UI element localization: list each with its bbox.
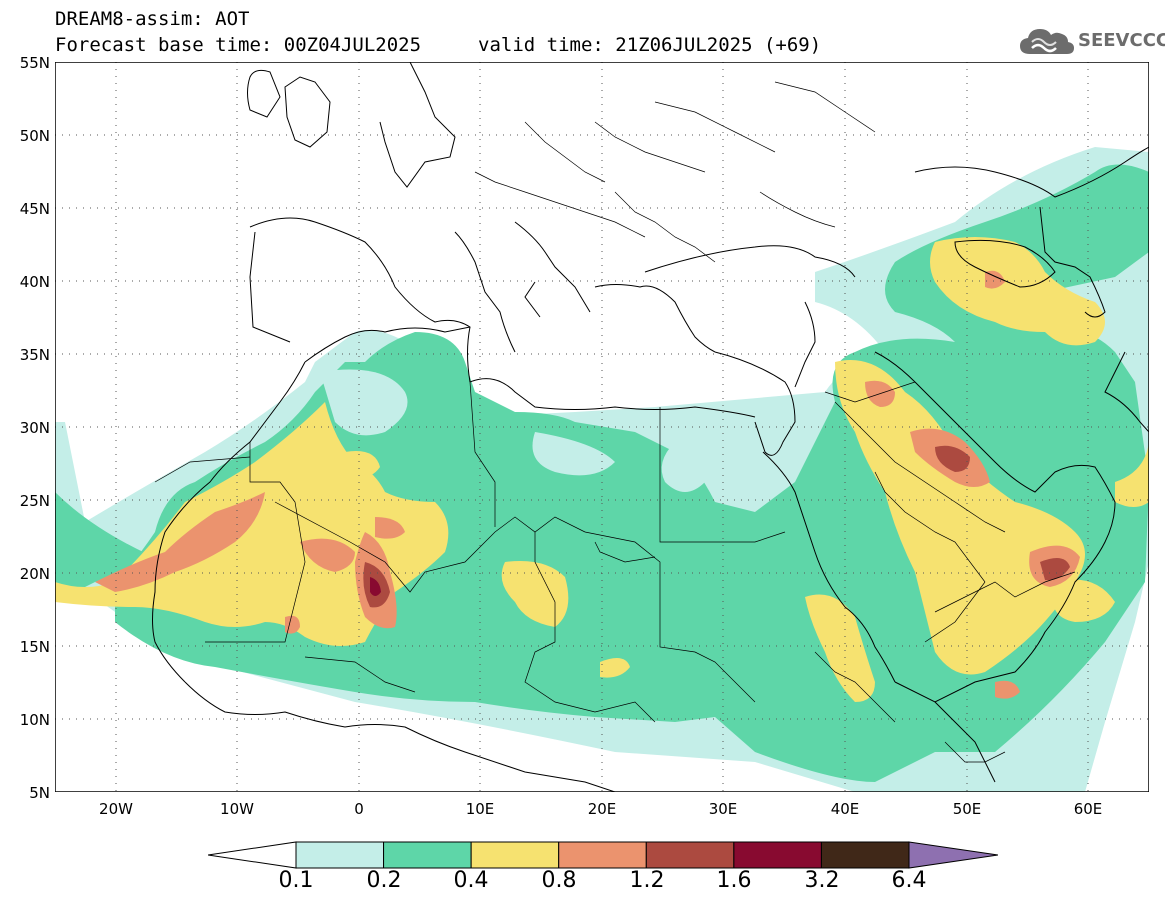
ytick-label: 25N [19, 492, 50, 510]
xtick-label: 10E [465, 800, 495, 818]
colorbar-swatch [470, 841, 560, 869]
borders [154, 81, 1076, 763]
ytick-label: 50N [19, 127, 50, 145]
ytick-label: 15N [19, 638, 50, 656]
cloud-icon [1020, 29, 1074, 54]
colorbar-swatch [558, 841, 647, 869]
xtick-label: 40E [830, 800, 860, 818]
aot-map [55, 62, 1149, 792]
colorbar-under-triangle [208, 841, 297, 869]
colorbar-swatch [645, 841, 735, 869]
aot-field-0.2 [55, 164, 1149, 782]
colorbar [208, 841, 998, 869]
ytick-label: 55N [19, 54, 50, 72]
colorbar-label: 1.2 [629, 868, 665, 893]
ytick-label: 35N [19, 346, 50, 364]
graticule [55, 62, 1149, 792]
seevccc-logo: SEEVCCC [1018, 24, 1165, 58]
colorbar-label: 0.1 [278, 868, 314, 893]
chart-title: DREAM8-assim: AOT [55, 8, 250, 30]
ytick-label: 40N [19, 273, 50, 291]
colorbar-swatch [383, 841, 472, 869]
colorbar-label: 3.2 [804, 868, 840, 893]
ytick-label: 5N [29, 784, 50, 802]
xtick-label: 30E [708, 800, 738, 818]
colorbar-label: 0.2 [366, 868, 402, 893]
colorbar-label: 0.8 [541, 868, 577, 893]
valid-time: valid time: 21Z06JUL2025 (+69) [478, 34, 822, 56]
coastlines [152, 62, 1149, 792]
colorbar-swatches [295, 841, 910, 869]
xtick-label: 20E [587, 800, 617, 818]
xtick-label: 60E [1073, 800, 1103, 818]
ytick-label: 45N [19, 200, 50, 218]
colorbar-swatch [820, 841, 910, 869]
forecast-base-time: Forecast base time: 00Z04JUL2025 [55, 34, 422, 56]
colorbar-label: 1.6 [716, 868, 752, 893]
aot-field-0.8 [95, 270, 1080, 699]
aot-field-1.6 [370, 577, 381, 596]
colorbar-label: 6.4 [891, 868, 927, 893]
logo-text: SEEVCCC [1078, 30, 1165, 51]
xtick-label: 20W [99, 800, 133, 818]
colorbar-swatch [295, 841, 385, 869]
colorbar-label: 0.4 [453, 868, 489, 893]
ytick-label: 20N [19, 565, 50, 583]
colorbar-swatch [733, 841, 822, 869]
ytick-label: 10N [19, 711, 50, 729]
xtick-label: 0 [354, 800, 364, 818]
ytick-label: 30N [19, 419, 50, 437]
colorbar-over-triangle [908, 841, 998, 869]
xtick-label: 50E [952, 800, 982, 818]
xtick-label: 10W [220, 800, 254, 818]
